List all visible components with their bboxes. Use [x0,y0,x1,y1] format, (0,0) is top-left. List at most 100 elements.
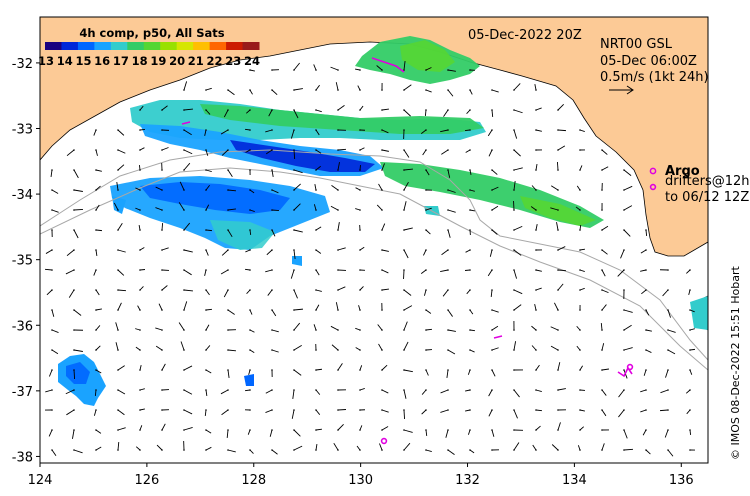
current-vector [601,368,609,371]
current-vector [579,409,585,412]
current-vector [95,204,100,211]
current-vector [381,269,389,274]
current-vector-origin [381,369,383,371]
current-vector [183,269,192,276]
current-vector [359,246,365,251]
current-vector [95,289,100,296]
current-vector-origin [491,369,493,371]
current-vector [265,389,273,394]
current-vector-origin [95,129,97,131]
current-vector [183,149,193,155]
current-vector-origin [601,409,603,411]
current-vector-origin [271,289,273,291]
date-label: 05-Dec-2022 20Z [468,28,582,43]
current-vector [381,409,389,413]
current-vector [403,109,411,117]
current-vector [266,249,273,256]
current-vector-origin [557,129,559,131]
current-vector-origin [557,309,559,311]
current-vector [359,425,363,431]
current-vector-origin [381,229,383,231]
current-vector [403,227,413,231]
current-vector-origin [425,409,427,411]
current-vector [376,204,383,211]
current-vector [94,389,97,397]
current-vector-origin [161,429,163,431]
current-vector-origin [315,309,317,311]
current-vector [337,148,347,151]
current-vector [534,84,537,91]
current-vector-origin [337,249,339,251]
current-vector-origin [337,169,339,171]
current-vector [689,348,696,351]
current-vector [556,222,559,231]
current-vector-origin [315,169,317,171]
current-vector-origin [623,249,625,251]
current-vector [139,147,145,151]
current-vector-origin [447,269,449,271]
current-vector-origin [293,69,295,71]
current-vector-origin [293,229,295,231]
current-vector [315,409,321,415]
current-vector-origin [95,149,97,151]
current-vector [491,229,498,235]
current-vector [447,349,456,355]
current-vector [227,369,230,378]
current-vector-origin [447,69,449,71]
current-vector-origin [579,129,581,131]
current-vector-origin [601,149,603,151]
current-vector [535,409,543,412]
current-vector [337,423,344,431]
current-vector-origin [579,349,581,351]
current-vector [623,324,632,331]
current-vector [205,204,210,211]
current-vector-origin [447,169,449,171]
current-vector-origin [293,369,295,371]
current-vector [557,422,561,431]
current-vector-origin [271,389,273,391]
current-vector [423,249,427,256]
colorbar-swatch [143,42,161,50]
current-vector [440,269,449,273]
current-vector [117,269,125,276]
current-vector-origin [447,89,449,91]
current-vector-origin [579,149,581,151]
current-vector [642,429,647,436]
current-vector-origin [645,309,647,311]
current-vector [221,249,229,256]
colorbar-tick-label: 14 [57,54,73,68]
current-vector [267,289,273,296]
current-vector-origin [381,409,383,411]
current-vector-origin [469,429,471,431]
current-vector [469,449,475,454]
current-vector [447,329,456,332]
current-vector-origin [469,369,471,371]
current-vector [117,302,122,311]
current-vector [447,189,456,193]
current-vector-origin [469,329,471,331]
current-vector [137,305,141,311]
current-vector [249,349,255,354]
current-vector [249,69,255,72]
current-vector [469,89,473,95]
current-vector [579,224,582,231]
current-vector [45,389,53,393]
current-vector-origin [403,269,405,271]
current-vector [403,61,406,71]
current-vector-origin [315,209,317,211]
colorbar-title: 4h comp, p50, All Sats [79,26,224,40]
current-vector [115,322,119,331]
current-vector [557,104,564,111]
current-vector [51,349,59,355]
current-vector-origin [579,229,581,231]
current-vector [403,409,405,420]
current-vector-origin [469,269,471,271]
current-vector [579,269,585,272]
current-vector-origin [557,109,559,111]
current-vector-origin [535,129,537,131]
current-vector-origin [249,129,251,131]
current-vector [205,169,212,173]
current-vector [205,87,212,91]
current-vector [139,128,146,131]
current-vector [491,205,499,211]
